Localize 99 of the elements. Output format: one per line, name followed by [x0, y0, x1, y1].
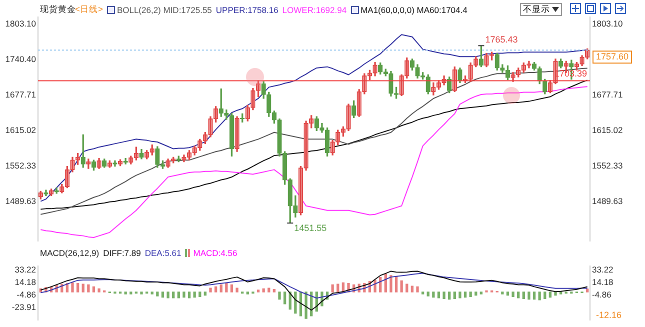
- y-tick-label: -4.86: [16, 290, 36, 300]
- bar: [150, 292, 154, 294]
- bar: [532, 292, 536, 300]
- bar: [166, 292, 170, 298]
- bar: [586, 288, 589, 292]
- bar: [71, 282, 74, 292]
- y-tick-label: 1552.33: [5, 160, 36, 170]
- y-tick-label: 1677.71: [5, 90, 36, 100]
- text: -12.16: [596, 310, 622, 320]
- bar: [246, 292, 249, 294]
- bar: [236, 288, 238, 292]
- bar: [506, 292, 510, 296]
- bar: [432, 292, 435, 298]
- bar: [156, 292, 159, 296]
- bar: [528, 292, 530, 300]
- bar: [182, 292, 186, 298]
- bar: [458, 292, 462, 298]
- annotation: 1451.55: [294, 223, 327, 234]
- bar: [140, 292, 143, 294]
- bar: [204, 292, 207, 296]
- bar: [469, 292, 472, 297]
- bar: [522, 292, 525, 299]
- text: DIFF:7.89: [103, 248, 141, 258]
- bar: [188, 292, 191, 298]
- bar: [442, 292, 446, 299]
- y2-tick-label: 1803.10: [592, 18, 623, 29]
- y-tick-label: 1489.63: [5, 196, 36, 206]
- y2-tick-label: 33.22: [592, 264, 614, 274]
- y-tick-label: 1740.40: [5, 54, 36, 64]
- bar: [331, 284, 334, 292]
- bar: [400, 280, 403, 292]
- y2-tick-label: 1615.02: [592, 125, 623, 136]
- legend-label: MACD:4.56: [193, 248, 238, 258]
- bar: [272, 289, 276, 292]
- bar: [198, 292, 202, 297]
- chart-title: 现货黄金: [40, 4, 76, 16]
- bar: [406, 284, 408, 292]
- bar: [268, 288, 270, 292]
- bar: [512, 292, 514, 297]
- bar: [304, 292, 308, 319]
- bar: [517, 292, 520, 298]
- text: LOWER:1692.94: [282, 5, 347, 15]
- bar: [161, 292, 164, 298]
- y2-tick-label: -4.86: [592, 290, 612, 300]
- bar: [220, 284, 222, 292]
- bar: [193, 292, 196, 298]
- bar: [538, 292, 541, 300]
- bar: [209, 288, 212, 292]
- bar: [426, 292, 430, 296]
- text: 不显示: [523, 4, 550, 15]
- bar: [177, 292, 180, 298]
- bar: [544, 292, 546, 299]
- bar: [294, 292, 297, 314]
- y-tick-label: 1615.02: [5, 125, 36, 136]
- y2-tick-label: 1552.33: [592, 160, 623, 170]
- bar: [410, 286, 414, 292]
- text: DEA:5.61: [144, 248, 182, 258]
- bar: [480, 292, 483, 294]
- bar: [283, 292, 286, 304]
- bar: [225, 283, 228, 292]
- chart-subtitle: <日线>: [75, 4, 103, 16]
- bar: [278, 292, 281, 300]
- bar: [453, 292, 456, 299]
- bar: [390, 275, 392, 292]
- annotation: 1765.43: [485, 34, 518, 45]
- bar: [98, 288, 100, 292]
- bar: [421, 292, 424, 294]
- bar: [394, 276, 398, 292]
- bar: [124, 292, 127, 294]
- bar: [548, 292, 552, 298]
- bar: [130, 292, 132, 294]
- bar: [256, 290, 260, 292]
- y2-tick-label: 1677.71: [592, 90, 623, 100]
- text: UPPER:1758.16: [216, 5, 278, 15]
- text: BOLL(26,2) MID:1725.55: [116, 5, 212, 15]
- y2-tick-label: 14.18: [592, 276, 614, 287]
- bar: [87, 284, 90, 292]
- y-tick-label: 1803.10: [5, 18, 36, 29]
- bar: [416, 286, 419, 292]
- text: MA1(60,0,0,0) MA60:1704.4: [360, 5, 468, 15]
- bar: [464, 292, 467, 298]
- bar: [448, 292, 451, 300]
- bar: [474, 292, 478, 296]
- y2-tick-label: 1489.63: [592, 196, 623, 206]
- bar: [92, 286, 96, 292]
- bar: [76, 283, 80, 292]
- y-tick-label: -23.91: [12, 302, 36, 312]
- bar: [214, 286, 218, 292]
- ref-line-label: 1757.60: [596, 52, 629, 62]
- bar: [336, 284, 340, 292]
- bar: [172, 292, 175, 298]
- bar: [230, 284, 234, 292]
- bar: [501, 292, 504, 294]
- y-tick-label: 14.18: [14, 276, 36, 287]
- bar: [82, 284, 84, 292]
- y-tick-label: 33.22: [14, 264, 36, 274]
- bar: [262, 288, 265, 292]
- chart-title: MACD(26,12,9): [40, 248, 100, 258]
- bar: [437, 292, 440, 298]
